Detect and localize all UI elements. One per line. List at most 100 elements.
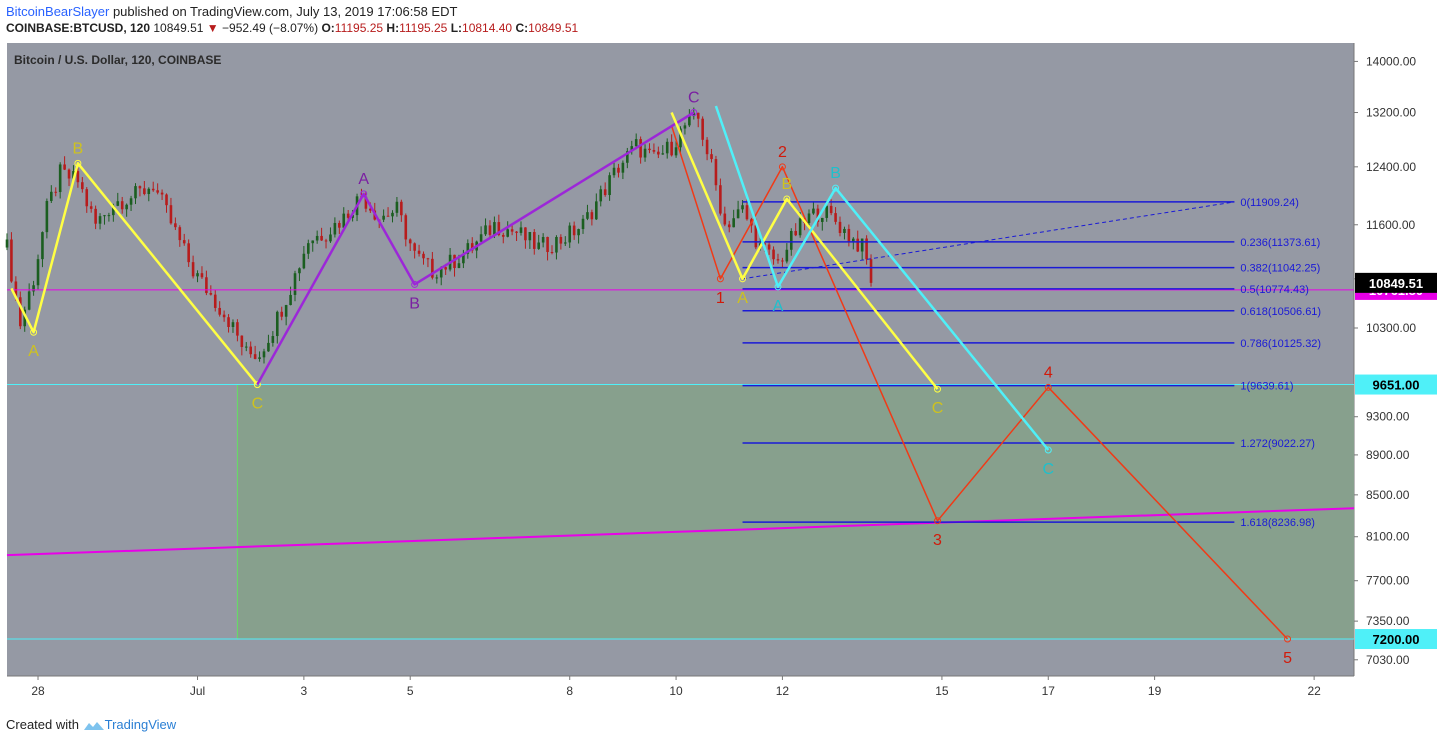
candle-body [732,218,735,228]
fib-level-label: 1(9639.61) [1240,381,1293,393]
candle-body [798,218,802,236]
wave-cyan-label: C [1042,461,1054,478]
chart-header-ohlc: COINBASE:BTCUSD, 120 10849.51 ▼ −952.49 … [6,21,578,35]
wave-yellow-1-pivot [30,328,38,336]
last-price: 10849.51 [153,21,204,35]
candle-body [315,235,319,241]
candle-body [479,234,483,242]
candle-body [767,244,771,250]
candle-body [89,206,93,209]
price-tag: 9651.00 [1373,378,1420,393]
y-tick-label: 8900.00 [1366,448,1410,462]
wave-purple-pivot [690,109,698,117]
candle-body [550,252,554,254]
wave-red-label: 5 [1283,650,1292,667]
price-tag-bg [1355,629,1437,650]
candle-body [435,277,439,279]
tradingview-brand-link[interactable]: TradingView [104,717,177,732]
candle-body [493,222,496,235]
down-arrow-icon: ▼ [206,21,219,35]
wave-cyan-pivot [774,283,782,291]
candle-body [736,209,740,219]
candles [5,107,873,364]
wave-yellow-2-label: C [932,400,944,417]
candle-body [674,147,678,156]
fib-level-label: 0.5(10774.43) [1240,284,1309,296]
candle-body [781,260,784,262]
candle-body [785,249,789,262]
candle-body [174,223,177,228]
candle-body [116,201,120,206]
candle-body [577,229,580,236]
candle-body [320,235,323,241]
candle-body [745,205,749,220]
candle-body [120,201,124,210]
tradingview-logo-icon [83,721,104,730]
candle-body [187,243,190,263]
candle-body [45,200,49,233]
fib-level-label: 0(11909.24) [1240,197,1299,209]
x-tick-label: 8 [566,684,573,698]
price-tag: 7200.00 [1373,632,1420,647]
candle-body [395,201,399,213]
candle-body [94,208,97,224]
candle-body [630,146,634,152]
candle-body [182,240,186,244]
wave-red-label: 3 [933,532,942,549]
symbol-label: COINBASE:BTCUSD, 120 [6,21,151,35]
low-value: 10814.40 [462,21,513,35]
close-label: C: [515,21,529,35]
y-tick-label: 13200.00 [1366,106,1416,120]
candle-body [860,238,864,252]
candle-body [621,162,625,173]
wave-yellow-1-pivot [74,159,82,167]
wave-cyan-label: A [773,298,784,315]
candle-body [67,169,71,179]
candle-body [231,322,235,327]
candle-body [14,281,18,298]
candle-body [789,230,793,250]
candle-body [258,357,261,359]
candle-body [519,227,523,233]
candle-body [302,253,306,269]
x-tick-label: 10 [669,684,683,698]
x-tick-label: Jul [190,684,205,698]
candle-body [129,198,133,205]
candle-body [581,218,585,230]
candle-body [76,171,80,183]
candle-body [776,259,780,261]
candle-body [249,346,253,355]
x-tick-label: 5 [407,684,414,698]
candle-body [85,189,89,207]
candle-body [253,354,257,359]
candle-body [497,222,501,235]
candle-body [462,253,465,264]
candle-body [869,259,873,283]
y-tick-label: 7350.00 [1366,614,1410,628]
close-value: 10849.51 [528,21,579,35]
candle-body [665,141,669,154]
candle-body [843,228,846,233]
open-value: 11195.25 [334,21,384,35]
candle-body [599,189,603,202]
author-link[interactable]: BitcoinBearSlayer [6,4,110,19]
candle-body [160,192,164,195]
low-label: L: [450,21,463,35]
candle-body [559,236,563,244]
candle-body [422,253,425,259]
candle-body [54,191,58,193]
candle-body [426,258,430,260]
candle-body [727,224,731,228]
candle-body [351,215,354,218]
candle-body [457,263,461,269]
current-price-tag: 10849.51 [1369,276,1423,291]
candle-body [807,213,811,223]
fib-level-label: 0.618(10506.61) [1240,306,1321,318]
wave-red-label: 1 [716,290,725,307]
candle-body [23,309,27,327]
candle-body [50,191,53,201]
candle-body [98,216,102,224]
wave-yellow-1-label: C [252,396,264,413]
candle-body [324,240,328,242]
